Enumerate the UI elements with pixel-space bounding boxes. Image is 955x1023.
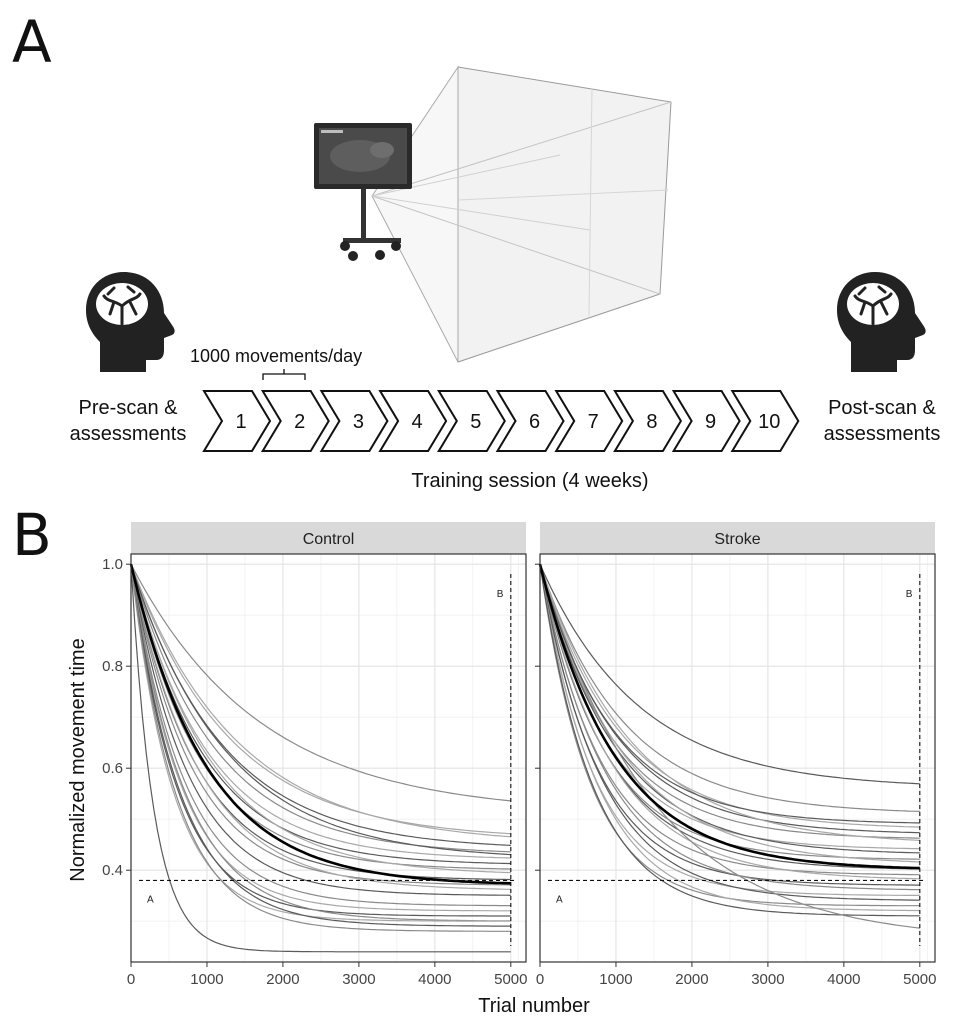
session-chevron [613, 390, 683, 452]
session-chevron [202, 390, 272, 452]
training-session-label: Training session (4 weeks) [411, 470, 648, 492]
x-axis-title: Trial number [478, 995, 590, 1017]
x-tick-label: 5000 [494, 971, 527, 988]
session-number: 2 [294, 411, 305, 433]
x-tick-label: 1000 [190, 971, 223, 988]
individual-curve [130, 564, 511, 853]
session-number: 6 [529, 411, 540, 433]
individual-curve [130, 563, 511, 838]
facet-strip [131, 522, 526, 554]
post-label-line1: Post-scan & [828, 397, 936, 419]
session-number: 7 [588, 411, 599, 433]
x-tick-label: 2000 [675, 971, 708, 988]
brain-head-icon-pre [86, 272, 175, 372]
plot-area [131, 554, 526, 962]
pre-label-line1: Pre-scan & [79, 397, 179, 419]
x-tick-label: 4000 [827, 971, 860, 988]
session-number: 4 [412, 411, 423, 433]
y-tick-label: 1.0 [102, 556, 123, 573]
individual-curve [539, 564, 920, 912]
plot-border [130, 553, 527, 963]
individual-curve [539, 564, 920, 880]
facet-control: Control A B 0 1000 2000 3000 4000 5000 0.4 0.6 0.8 1… [102, 522, 527, 988]
facet-stroke: Stroke A B 0 1000 2000 3000 4000 5000 [535, 522, 936, 988]
individual-curve [130, 564, 511, 859]
individual-curve [539, 564, 920, 901]
x-tick-label: 3000 [751, 971, 784, 988]
individual-curve [130, 564, 511, 922]
session-chevron [437, 390, 506, 452]
individual-curve [539, 564, 920, 917]
y-tick-label: 0.4 [102, 862, 123, 879]
mean-curve [538, 563, 920, 870]
x-tick-label: 3000 [342, 971, 375, 988]
x-tick-label: 4000 [418, 971, 451, 988]
individual-curve [130, 564, 511, 886]
individual-curve [130, 564, 511, 865]
monitor-icon [314, 123, 412, 261]
individual-curve [130, 564, 511, 890]
individual-curve [130, 563, 511, 835]
session-chevron [730, 390, 800, 452]
session-chevron [260, 390, 330, 452]
x-tick-label: 1000 [599, 971, 632, 988]
x-tick-label: 2000 [266, 971, 299, 988]
post-label-line2: assessments [824, 423, 941, 445]
y-tick-label: 0.6 [102, 760, 123, 777]
threshold-label: A [147, 894, 154, 905]
individual-curve [539, 564, 920, 929]
threshold-label: A [556, 894, 563, 905]
individual-curve [539, 564, 920, 812]
facet-title: Control [303, 531, 355, 548]
panel-a-letter: A [12, 8, 52, 76]
session-chevrons: 1 2 3 4 5 6 7 8 9 10 [202, 390, 800, 452]
individual-curve [130, 564, 511, 896]
movements-per-day-label: 1000 movements/day [190, 346, 362, 366]
session-chevron [554, 390, 624, 452]
session-number: 1 [235, 411, 246, 433]
session-number: 10 [758, 411, 780, 433]
individual-curve [130, 564, 511, 907]
individual-curve [539, 564, 920, 854]
projection-frustum [371, 65, 672, 363]
movements-bracket [262, 369, 306, 380]
individual-curve [539, 564, 920, 891]
individual-curve [539, 564, 920, 828]
session-number: 5 [470, 411, 481, 433]
plot-border [539, 553, 936, 963]
individual-curve [130, 564, 511, 874]
session-chevron [671, 390, 741, 452]
individual-curve [130, 564, 511, 927]
individual-curve [130, 564, 511, 912]
individual-curve [130, 564, 511, 922]
x-tick-label: 0 [127, 971, 135, 988]
session-number: 9 [705, 411, 716, 433]
session-number: 8 [646, 411, 657, 433]
individual-curve [130, 564, 511, 932]
panel-b-letter: B [12, 501, 52, 569]
individual-curve [539, 564, 920, 824]
x-tick-label: 5000 [903, 971, 936, 988]
facet-strip [540, 522, 935, 554]
facet-title: Stroke [714, 531, 760, 548]
y-axis-title: Normalized movement time [67, 638, 89, 881]
y-tick-label: 0.8 [102, 658, 123, 675]
session-chevron [495, 390, 565, 452]
individual-curve [130, 564, 511, 856]
individual-curve [539, 564, 920, 841]
individual-curve [130, 563, 511, 802]
individual-curve [539, 563, 920, 785]
pre-label-line2: assessments [70, 423, 187, 445]
brain-head-icon-post [837, 272, 926, 372]
session-chevron [319, 390, 389, 452]
cutoff-label: B [906, 589, 913, 600]
individual-curve [539, 564, 920, 876]
individual-curve [130, 564, 511, 870]
x-tick-label: 0 [536, 971, 544, 988]
individual-curve [130, 564, 511, 953]
session-chevron [378, 390, 448, 452]
session-number: 3 [353, 411, 364, 433]
cutoff-label: B [497, 589, 504, 600]
